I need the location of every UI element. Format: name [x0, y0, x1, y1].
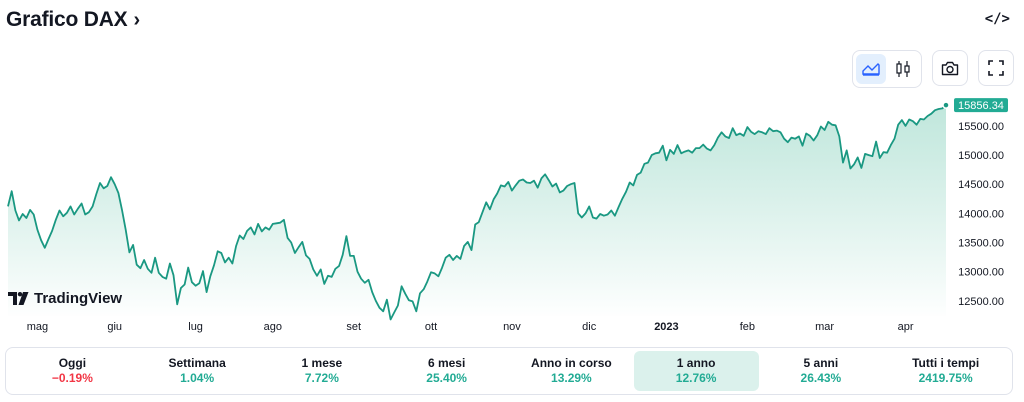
period-tab[interactable]: 5 anni 26.43% [759, 351, 884, 391]
x-axis-tick-label: mar [815, 321, 834, 333]
chart-style-toggle [852, 50, 922, 88]
area-chart-icon [862, 63, 880, 76]
fullscreen-button[interactable] [978, 50, 1014, 86]
period-tab-change: 26.43% [800, 371, 842, 385]
candlestick-icon [896, 61, 910, 77]
period-tab[interactable]: 1 mese 7.72% [260, 351, 385, 391]
current-price-label: 15856.34 [958, 100, 1004, 112]
chart-title-text: Grafico DAX [6, 8, 128, 31]
price-area-fill [8, 105, 946, 320]
period-tab[interactable]: 1 anno 12.76% [633, 351, 759, 391]
period-tab-change: 25.40% [426, 371, 467, 385]
y-axis-tick-label: 14000.00 [958, 208, 1004, 220]
y-axis-tick-label: 15000.00 [958, 150, 1004, 162]
camera-icon [941, 61, 959, 75]
y-axis-tick-label: 13000.00 [958, 267, 1004, 279]
x-axis-tick-label: 2023 [654, 321, 678, 333]
x-axis-tick-label: lug [188, 321, 203, 333]
period-tab-label: Settimana [168, 356, 226, 370]
x-axis-tick-label: mag [27, 321, 48, 333]
y-axis-tick-label: 13500.00 [958, 238, 1004, 250]
period-tab-change: 13.29% [551, 371, 592, 385]
x-axis-tick-label: dic [582, 321, 597, 333]
x-axis-tick-label: ago [264, 321, 282, 333]
tradingview-logo-icon [8, 292, 29, 305]
last-price-dot [942, 101, 950, 109]
period-tab-label: 1 mese [301, 356, 343, 370]
period-tab-change: 7.72% [304, 371, 339, 385]
period-tab-label: Oggi [58, 356, 87, 370]
area-chart-button[interactable] [856, 54, 886, 84]
period-tab[interactable]: Anno in corso 13.29% [509, 351, 634, 391]
chevron-right-icon: › [133, 8, 141, 31]
period-tab[interactable]: Oggi −0.19% [10, 351, 135, 391]
candlestick-chart-button[interactable] [888, 54, 918, 84]
period-tab[interactable]: Tutti i tempi 2419.75% [883, 351, 1008, 391]
y-axis-tick-label: 14500.00 [958, 179, 1004, 191]
tradingview-logo-text: TradingView [34, 290, 123, 307]
tradingview-logo: TradingView [8, 290, 122, 307]
fullscreen-icon [988, 60, 1004, 76]
x-axis-tick-label: giu [107, 321, 122, 333]
period-tab-label: Anno in corso [531, 356, 612, 370]
embed-code-icon[interactable]: </> [984, 11, 1010, 27]
period-tab-change: −0.19% [51, 371, 93, 385]
x-axis-tick-label: ott [425, 321, 437, 333]
price-chart[interactable]: 15500.00 15000.00 14500.00 14000.00 13500.00… [0, 0, 1024, 345]
y-axis-tick-label: 12500.00 [958, 296, 1004, 308]
x-axis-tick-label: feb [740, 321, 755, 333]
period-tab-label: 1 anno [676, 356, 716, 370]
screenshot-button[interactable] [932, 50, 968, 86]
period-tab-change: 1.04% [180, 371, 215, 385]
period-tab-label: 5 anni [803, 356, 839, 370]
y-axis-tick-label: 15500.00 [958, 121, 1004, 133]
x-axis-tick-label: apr [898, 321, 914, 333]
chart-toolbar [852, 50, 1014, 88]
period-tab-label: Tutti i tempi [912, 356, 980, 370]
x-axis-tick-label: nov [503, 321, 521, 333]
performance-tabs: Oggi −0.19% Settimana 1.04% 1 mese 7.72% 6 mes… [5, 347, 1013, 395]
period-tab-change: 12.76% [675, 371, 717, 385]
period-tab[interactable]: Settimana 1.04% [135, 351, 260, 391]
period-tab-label: 6 mesi [427, 356, 466, 370]
x-axis-tick-label: set [346, 321, 361, 333]
chart-title[interactable]: Grafico DAX › [6, 8, 140, 32]
current-price-badge: 15856.34 [954, 98, 1008, 113]
period-tab-change: 2419.75% [918, 371, 973, 385]
period-tab[interactable]: 6 mesi 25.40% [384, 351, 509, 391]
price-line [7, 104, 947, 321]
